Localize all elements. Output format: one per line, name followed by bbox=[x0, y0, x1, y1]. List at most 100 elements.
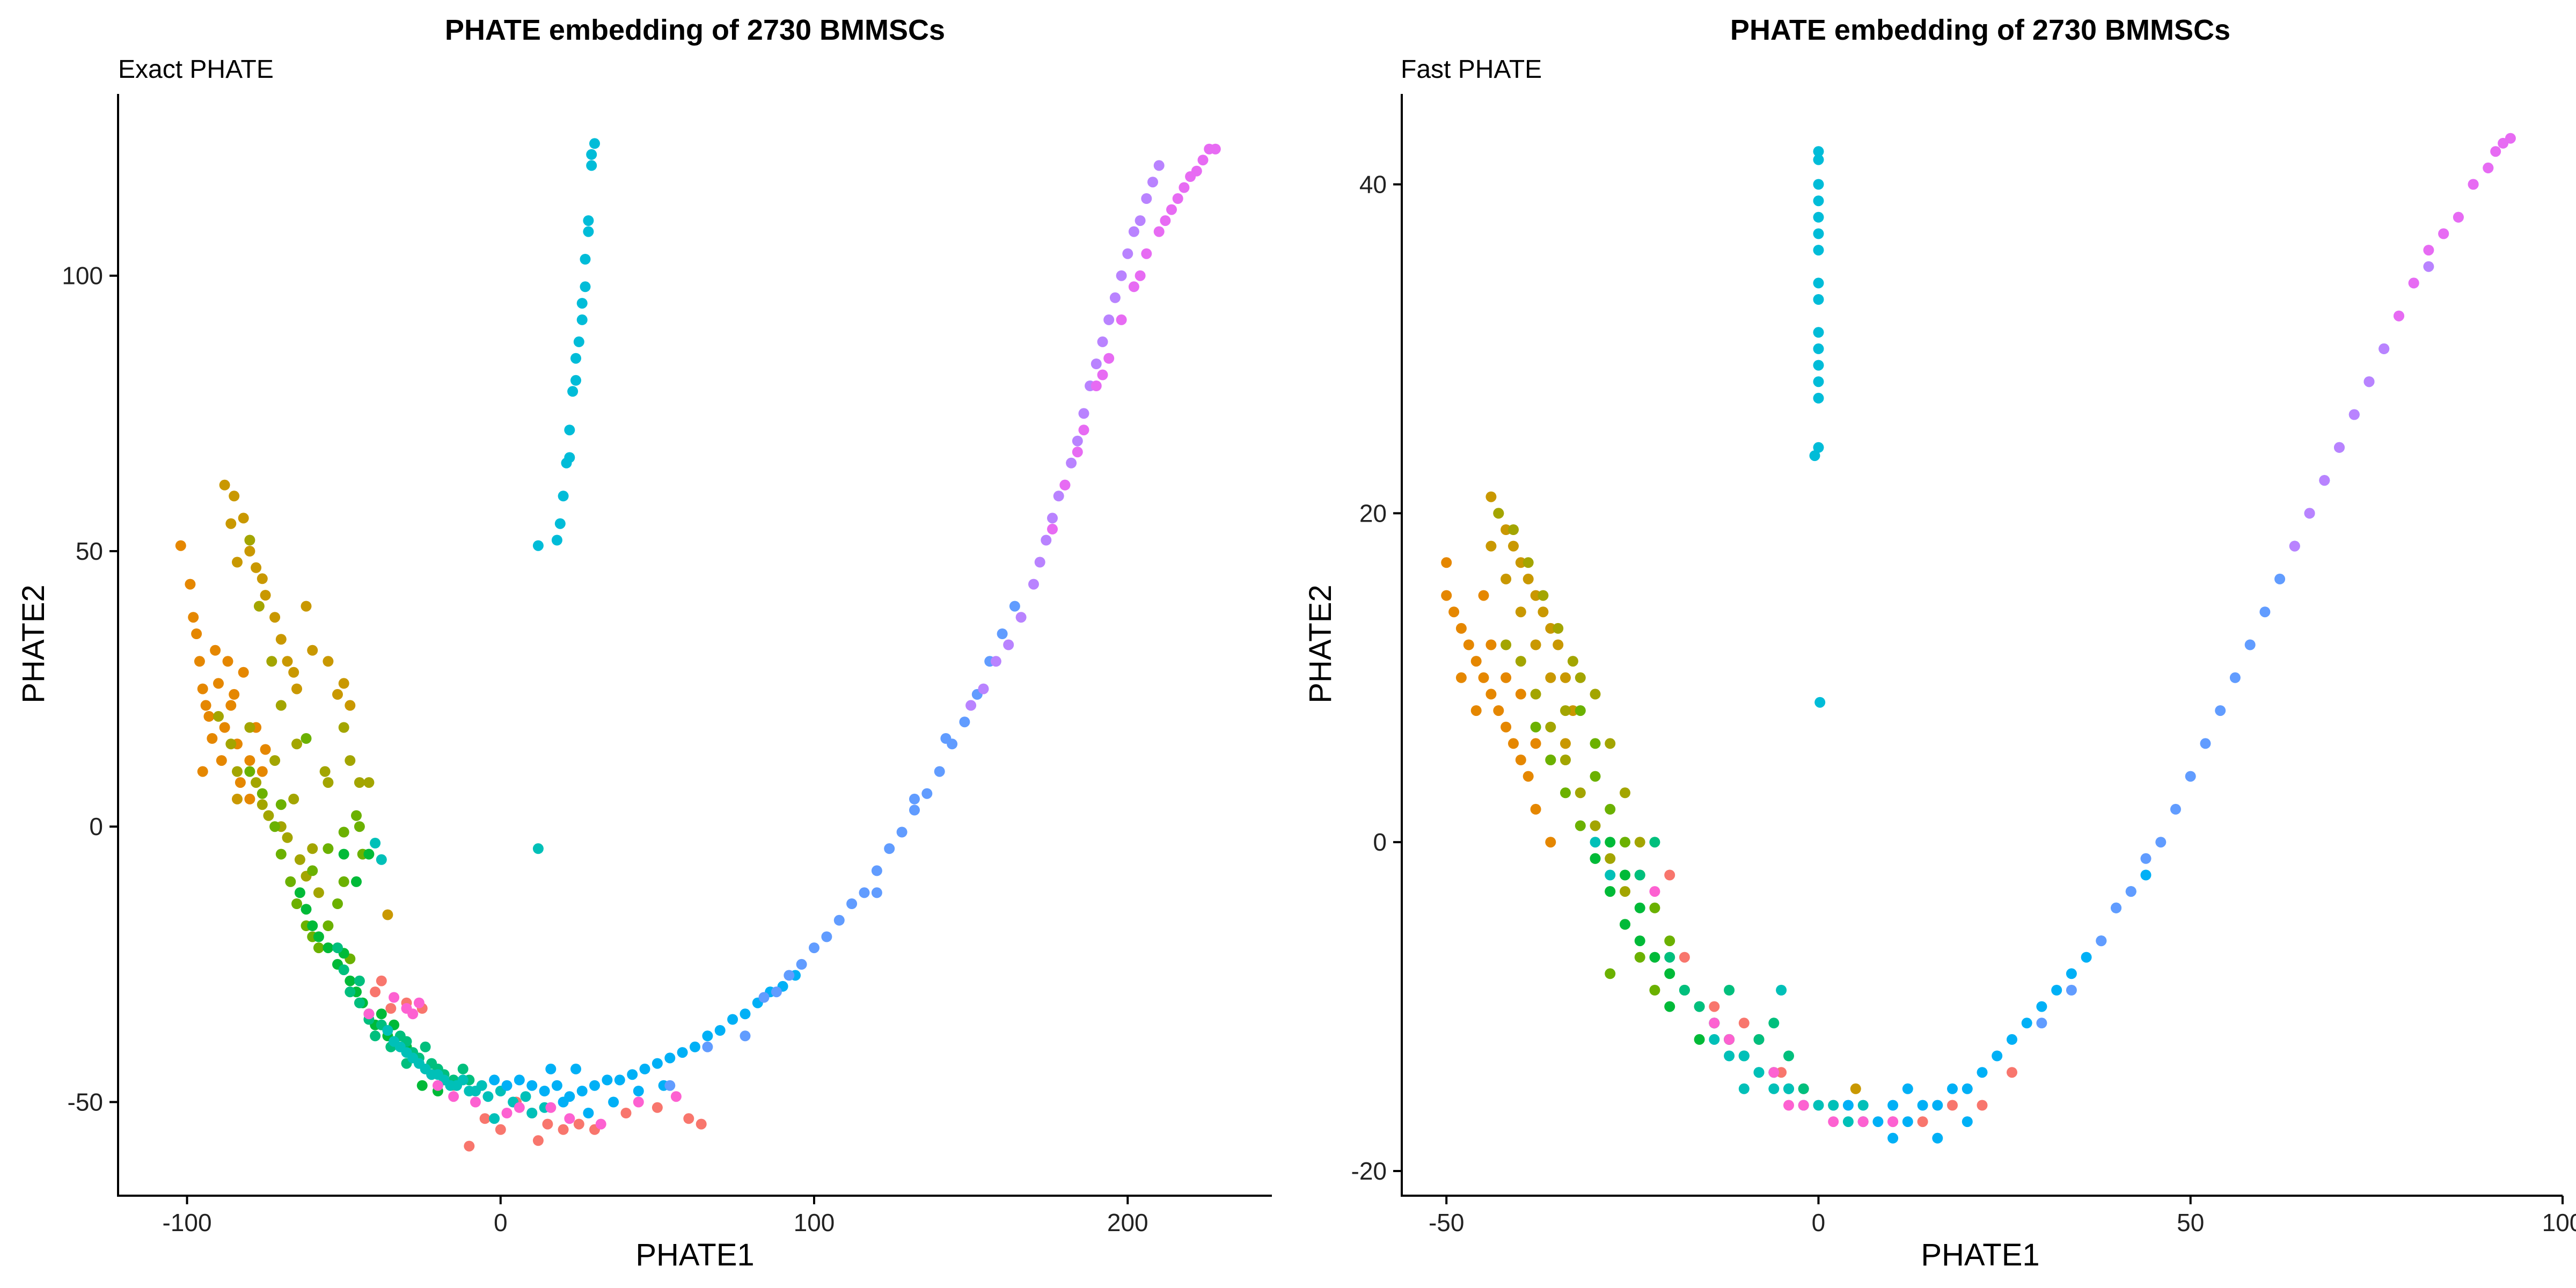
data-point bbox=[244, 793, 255, 804]
data-point bbox=[608, 1096, 619, 1108]
data-point bbox=[542, 1118, 553, 1130]
data-point bbox=[652, 1102, 663, 1113]
data-point bbox=[216, 755, 227, 766]
data-point bbox=[1179, 182, 1190, 193]
data-point bbox=[1590, 689, 1601, 700]
data-point bbox=[225, 518, 237, 529]
data-point bbox=[1523, 771, 1534, 782]
data-point bbox=[385, 1003, 397, 1014]
data-point bbox=[1493, 508, 1504, 519]
data-point bbox=[338, 848, 349, 860]
x-tick-label: 50 bbox=[2177, 1209, 2204, 1236]
data-point bbox=[2051, 985, 2062, 996]
data-point bbox=[1478, 672, 1489, 683]
data-point bbox=[1962, 1083, 1973, 1094]
data-point bbox=[175, 540, 186, 551]
data-point bbox=[583, 226, 594, 237]
data-point bbox=[301, 733, 312, 744]
data-point bbox=[1463, 639, 1474, 650]
data-point bbox=[633, 1096, 644, 1108]
data-point bbox=[1538, 606, 1549, 618]
data-point bbox=[291, 683, 302, 694]
data-point bbox=[1872, 1116, 1884, 1128]
data-point bbox=[1523, 573, 1534, 584]
data-point bbox=[990, 656, 1001, 667]
data-point bbox=[1501, 639, 1512, 650]
data-point bbox=[213, 711, 224, 722]
data-point bbox=[2125, 886, 2136, 897]
y-tick-label: 100 bbox=[62, 262, 103, 290]
data-point bbox=[1072, 447, 1083, 458]
data-point bbox=[1664, 869, 1675, 881]
data-point bbox=[338, 722, 349, 733]
data-point bbox=[1932, 1100, 1943, 1111]
data-point bbox=[1977, 1067, 1988, 1078]
data-point bbox=[457, 1063, 469, 1074]
data-point bbox=[576, 314, 588, 325]
data-point bbox=[1053, 491, 1064, 502]
data-point bbox=[1009, 601, 1020, 612]
data-point bbox=[376, 975, 387, 986]
data-point bbox=[1485, 689, 1497, 700]
data-point bbox=[740, 1008, 751, 1020]
data-point bbox=[1590, 837, 1601, 848]
data-point bbox=[1813, 1100, 1824, 1111]
data-point bbox=[313, 887, 324, 898]
x-tick-label: 100 bbox=[2542, 1209, 2576, 1236]
data-point bbox=[1620, 787, 1630, 799]
data-point bbox=[251, 777, 262, 788]
y-axis-label: PHATE2 bbox=[16, 584, 51, 703]
data-point bbox=[1738, 1083, 1750, 1094]
data-point bbox=[2066, 985, 2077, 996]
chart-subtitle: Exact PHATE bbox=[118, 55, 274, 84]
data-point bbox=[1560, 755, 1571, 765]
data-point bbox=[1738, 1018, 1750, 1029]
data-point bbox=[1448, 606, 1460, 618]
data-point bbox=[1679, 985, 1690, 996]
data-point bbox=[2111, 902, 2122, 913]
data-point bbox=[1694, 1034, 1705, 1045]
data-point bbox=[1515, 689, 1526, 700]
data-point bbox=[1809, 450, 1820, 462]
data-point bbox=[940, 733, 952, 744]
data-point bbox=[1828, 1116, 1839, 1128]
data-point bbox=[2140, 853, 2151, 864]
data-point bbox=[558, 1124, 569, 1135]
data-point bbox=[244, 766, 255, 777]
data-point bbox=[652, 1058, 663, 1069]
data-point bbox=[633, 1086, 644, 1096]
data-point bbox=[2453, 211, 2464, 223]
data-point bbox=[479, 1113, 491, 1124]
data-point bbox=[191, 628, 202, 639]
data-point bbox=[2215, 705, 2226, 716]
data-point bbox=[1538, 590, 1549, 601]
data-point bbox=[210, 645, 221, 656]
data-point bbox=[1575, 787, 1586, 799]
data-point bbox=[2483, 162, 2494, 173]
data-point bbox=[282, 656, 293, 667]
data-point bbox=[1515, 656, 1526, 667]
data-point bbox=[1545, 837, 1556, 848]
data-point bbox=[2468, 179, 2479, 190]
data-point bbox=[207, 733, 218, 744]
data-point bbox=[1932, 1132, 1943, 1144]
data-point bbox=[1813, 442, 1824, 453]
data-point bbox=[564, 1113, 575, 1124]
data-point bbox=[1047, 523, 1058, 535]
data-point bbox=[269, 821, 281, 832]
data-point bbox=[978, 683, 989, 694]
data-point bbox=[1605, 853, 1616, 864]
data-point bbox=[1783, 1100, 1794, 1111]
data-point bbox=[1813, 154, 1824, 165]
data-point bbox=[370, 838, 381, 848]
data-point bbox=[1530, 721, 1541, 733]
data-point bbox=[545, 1102, 557, 1113]
data-point bbox=[545, 1063, 557, 1074]
data-point bbox=[871, 865, 882, 876]
y-axis-ticks: -20 0 20 40 bbox=[1351, 171, 1402, 1185]
data-point bbox=[2155, 837, 2167, 848]
data-point bbox=[1028, 579, 1039, 590]
data-point bbox=[1783, 1050, 1794, 1062]
data-point bbox=[1560, 705, 1571, 716]
data-point bbox=[1679, 952, 1690, 963]
